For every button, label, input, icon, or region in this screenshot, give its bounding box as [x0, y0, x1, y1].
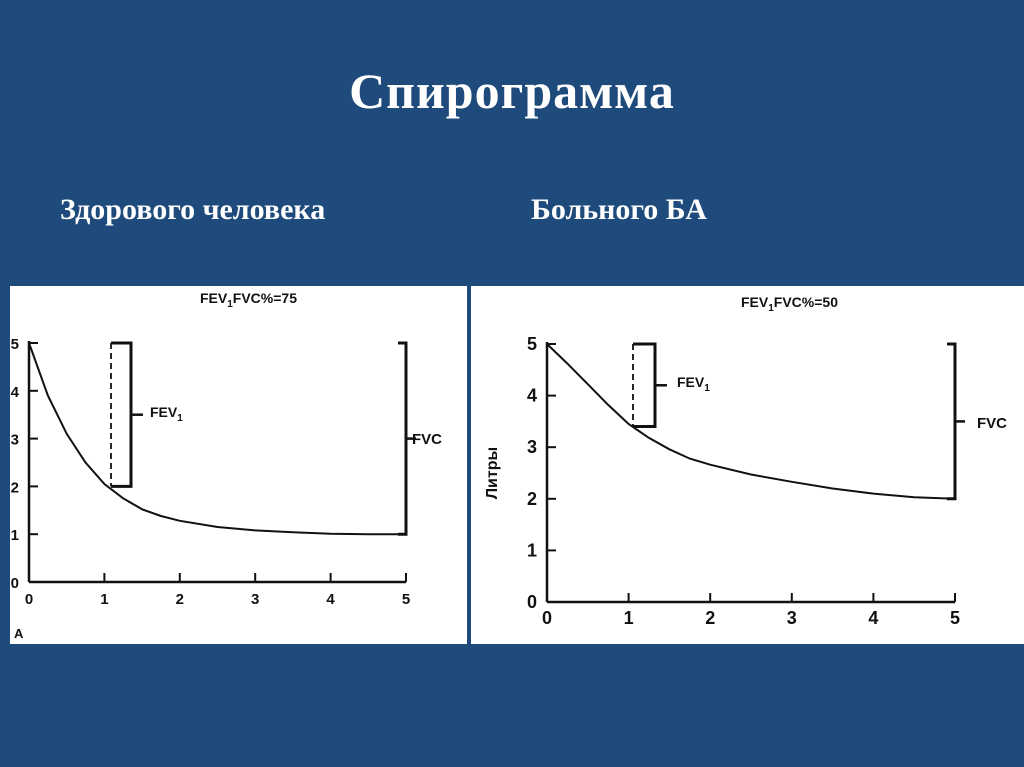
fvc-bracket — [947, 342, 957, 501]
spirogram-chart-asthma: FEV1FVC%=50 0 1 2 3 4 5 0 1 2 3 4 5 Литры FEV1 FVC — [484, 294, 1007, 628]
panel-letter: A — [14, 626, 24, 641]
y-tick-label: 5 — [11, 336, 19, 353]
x-tick-label: 3 — [787, 608, 797, 628]
y-tick-label: 2 — [527, 489, 537, 509]
y-tick-label: 1 — [527, 540, 537, 560]
y-tick-label: 5 — [527, 334, 537, 354]
y-tick-label: 4 — [11, 384, 20, 401]
x-tick-label: 5 — [950, 608, 960, 628]
fev1-bracket — [633, 342, 657, 429]
y-tick-label: 0 — [527, 592, 537, 612]
y-tick-label: 0 — [11, 575, 19, 592]
y-tick-label: 4 — [527, 386, 537, 406]
spirogram-panel-asthma: FEV1FVC%=50 0 1 2 3 4 5 0 1 2 3 4 5 Литры FEV1 FVC — [471, 286, 1024, 644]
y-tick-label: 3 — [11, 432, 19, 449]
fvc-bracket — [398, 341, 408, 536]
fvc-label: FVC — [977, 415, 1007, 432]
y-tick-label: 1 — [11, 527, 19, 544]
fev1-label: FEV1 — [150, 404, 183, 424]
x-tick-label: 1 — [624, 608, 634, 628]
x-tick-label: 5 — [402, 591, 410, 608]
x-tick-label: 4 — [326, 591, 335, 608]
y-tick-label: 3 — [527, 437, 537, 457]
fev1-label: FEV1 — [677, 374, 710, 394]
x-tick-label: 0 — [25, 591, 33, 608]
x-tick-label: 2 — [705, 608, 715, 628]
x-tick-label: 2 — [176, 591, 184, 608]
x-tick-label: 4 — [868, 608, 878, 628]
healthy-person-label: Здорового человека — [60, 193, 326, 226]
x-tick-label: 1 — [100, 591, 108, 608]
y-tick-label: 2 — [11, 479, 19, 496]
volume-curve — [546, 343, 956, 500]
volume-curve — [28, 342, 406, 536]
asthma-patient-label: Больного БА — [531, 193, 707, 226]
x-tick-label: 0 — [542, 608, 552, 628]
slide-title: Спирограмма — [349, 63, 675, 119]
fev1-bracket — [111, 341, 133, 488]
fvc-label: FVC — [412, 431, 442, 448]
x-tick-label: 3 — [251, 591, 259, 608]
chart-title: FEV1FVC%=75 — [200, 290, 297, 310]
spirogram-chart-healthy: FEV1FVC%=75 0 1 2 3 4 5 0 1 2 3 4 5 A FEV1 FVC — [11, 290, 443, 641]
y-axis-label: Литры — [484, 447, 501, 499]
chart-title: FEV1FVC%=50 — [741, 294, 838, 314]
spirogram-panel-healthy: FEV1FVC%=75 0 1 2 3 4 5 0 1 2 3 4 5 A FEV1 FVC — [10, 286, 467, 644]
